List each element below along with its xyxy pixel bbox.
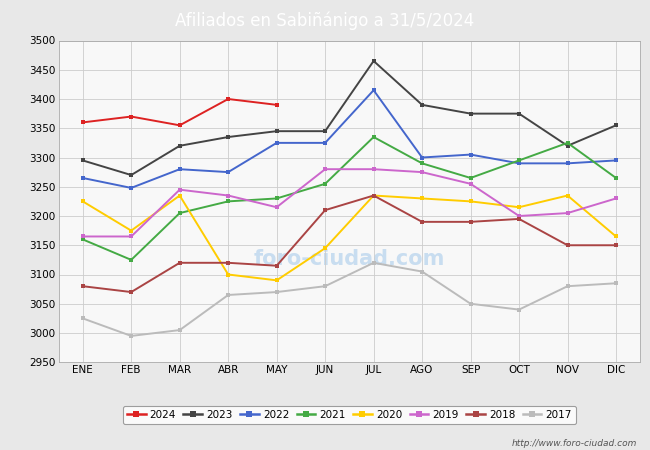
Text: foro-ciudad.com: foro-ciudad.com: [254, 249, 445, 269]
Legend: 2024, 2023, 2022, 2021, 2020, 2019, 2018, 2017: 2024, 2023, 2022, 2021, 2020, 2019, 2018…: [123, 406, 576, 424]
Text: http://www.foro-ciudad.com: http://www.foro-ciudad.com: [512, 439, 637, 448]
Text: Afiliados en Sabiñánigo a 31/5/2024: Afiliados en Sabiñánigo a 31/5/2024: [176, 11, 474, 30]
